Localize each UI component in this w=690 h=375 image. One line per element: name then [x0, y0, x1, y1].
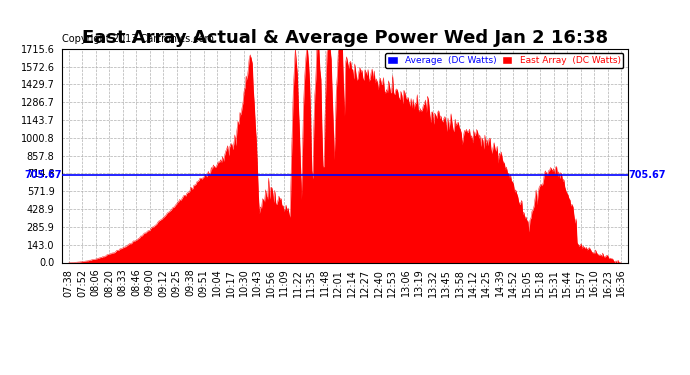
Text: Copyright 2013 Cartronics.com: Copyright 2013 Cartronics.com [62, 34, 214, 45]
Title: East Array Actual & Average Power Wed Jan 2 16:38: East Array Actual & Average Power Wed Ja… [82, 29, 608, 47]
Text: 705.67: 705.67 [629, 170, 666, 180]
Text: 705.67: 705.67 [24, 170, 61, 180]
Legend: Average  (DC Watts), East Array  (DC Watts): Average (DC Watts), East Array (DC Watts… [385, 53, 623, 68]
